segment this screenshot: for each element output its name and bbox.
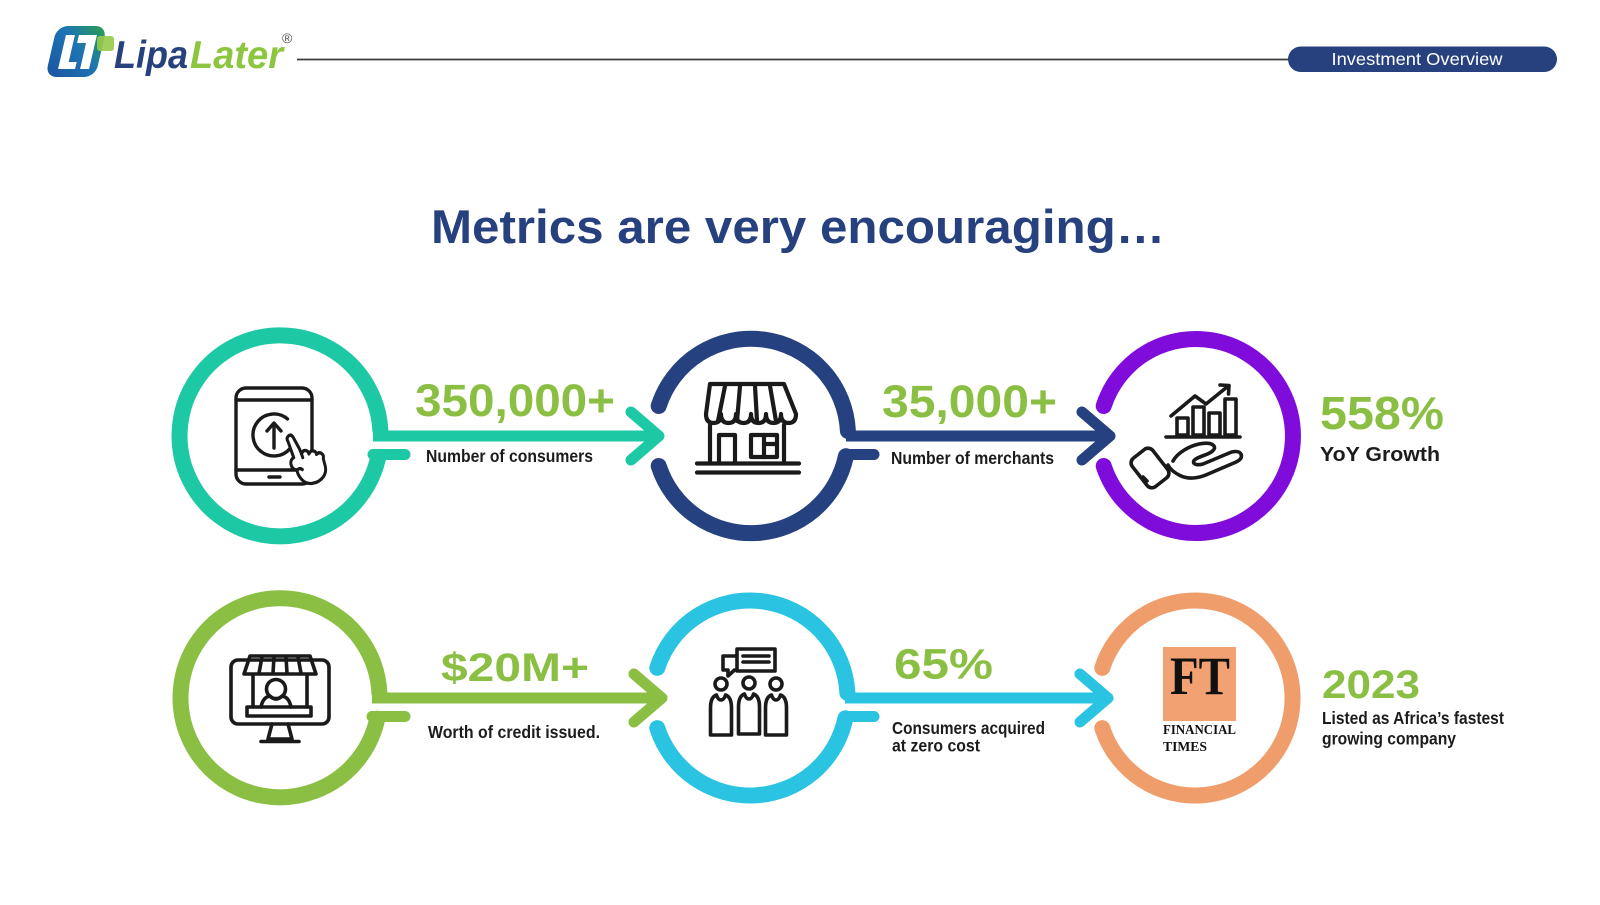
svg-text:YoY Growth: YoY Growth	[1320, 444, 1440, 466]
svg-text:Number of merchants: Number of merchants	[891, 448, 1054, 468]
svg-text:Investment Overview: Investment Overview	[1332, 49, 1503, 69]
svg-text:Later: Later	[190, 34, 285, 77]
svg-text:FINANCIAL: FINANCIAL	[1163, 722, 1236, 737]
svg-text:Number of consumers: Number of consumers	[426, 446, 593, 466]
svg-text:growing company: growing company	[1322, 729, 1456, 749]
svg-text:$20M+: $20M+	[441, 646, 589, 690]
svg-text:350,000+: 350,000+	[415, 375, 615, 426]
svg-text:Metrics are very encouraging…: Metrics are very encouraging…	[431, 200, 1165, 253]
svg-text:558%: 558%	[1320, 387, 1444, 439]
svg-text:Lipa: Lipa	[114, 34, 188, 77]
svg-text:35,000+: 35,000+	[882, 376, 1057, 427]
svg-text:TIMES: TIMES	[1163, 739, 1207, 754]
svg-text:Listed as Africa’s fastest: Listed as Africa’s fastest	[1322, 708, 1504, 728]
svg-text:65%: 65%	[894, 642, 993, 689]
svg-text:FT: FT	[1170, 646, 1230, 706]
svg-text:®: ®	[282, 30, 293, 46]
svg-text:Consumers acquired: Consumers acquired	[892, 718, 1045, 738]
svg-text:2023: 2023	[1322, 663, 1420, 707]
svg-text:Worth of credit issued.: Worth of credit issued.	[428, 722, 600, 742]
svg-text:at zero cost: at zero cost	[892, 736, 980, 756]
